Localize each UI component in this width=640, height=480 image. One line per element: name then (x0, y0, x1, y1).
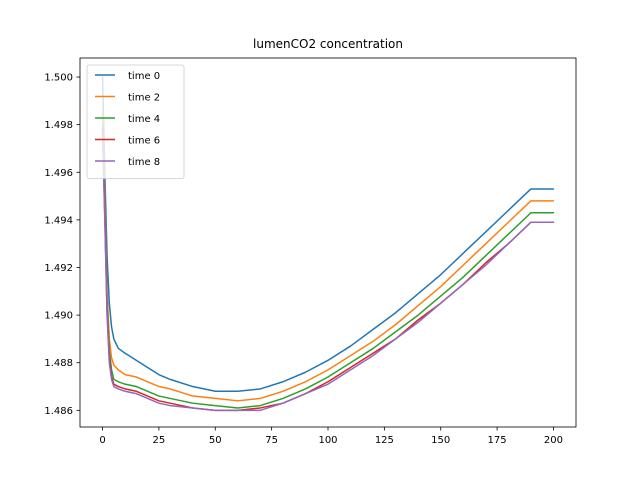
legend: time 0 time 2 time 4 time 6 time 8 (86, 64, 185, 179)
legend-label-2: time 4 (128, 114, 160, 125)
legend-label-3: time 6 (128, 136, 160, 147)
x-tick-label-3: 75 (265, 435, 278, 446)
x-tick-label-2: 50 (209, 435, 222, 446)
series-line-2 (101, 123, 555, 409)
chart-title: lumenCO2 concentration (253, 37, 403, 51)
x-tick-label-0: 0 (99, 435, 105, 446)
legend-box (86, 64, 185, 179)
series-line-1 (101, 112, 555, 402)
y-tick-label-0: 1.486 (44, 406, 73, 417)
x-tick-label-1: 25 (153, 435, 166, 446)
legend-label-0: time 0 (128, 71, 160, 82)
x-tick-label-5: 125 (375, 435, 394, 446)
x-tick-label-4: 100 (318, 435, 337, 446)
x-tick-label-6: 150 (431, 435, 450, 446)
y-tick-label-3: 1.492 (44, 263, 73, 274)
axes-layer: 0 25 50 75 100 125 150 175 200 1.486 1.488 1.490 1.4… (44, 57, 577, 446)
series-line-0 (101, 76, 555, 393)
y-tick-label-1: 1.488 (44, 358, 73, 369)
y-tick-label-7: 1.500 (44, 73, 73, 84)
series-line-4 (101, 133, 555, 412)
legend-label-1: time 2 (128, 93, 160, 104)
x-tick-label-8: 200 (544, 435, 563, 446)
y-tick-label-2: 1.490 (44, 311, 73, 322)
series-layer (101, 76, 555, 412)
y-tick-label-6: 1.498 (44, 120, 73, 131)
legend-label-4: time 8 (128, 157, 160, 168)
y-tick-label-5: 1.496 (44, 168, 73, 179)
x-tick-label-7: 175 (488, 435, 507, 446)
y-tick-label-4: 1.494 (44, 215, 73, 226)
